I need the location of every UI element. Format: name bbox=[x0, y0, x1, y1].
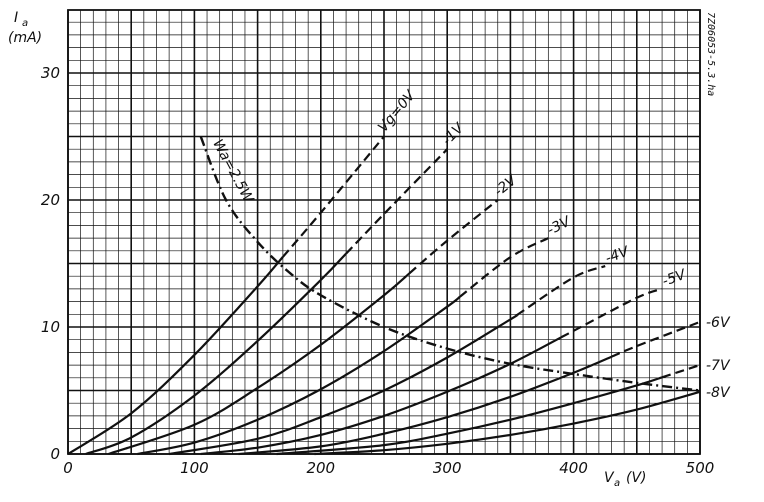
curve-6v-dashed bbox=[611, 320, 701, 358]
curve-label-3v: -3V bbox=[545, 213, 574, 239]
curve-label-5v: -5V bbox=[660, 266, 689, 289]
y-axis-label: I a (mA) bbox=[8, 10, 42, 46]
curve-5v-dashed bbox=[560, 287, 663, 339]
curve-vg0v-dashed bbox=[282, 135, 385, 258]
curve-2v-dashed bbox=[408, 199, 499, 275]
y-tick-label: 0 bbox=[50, 445, 60, 463]
curves bbox=[67, 135, 701, 456]
y-axis-label-symbol: I bbox=[14, 10, 18, 26]
curve-1v-dashed bbox=[345, 148, 448, 255]
curve-3v-dashed bbox=[459, 237, 549, 298]
x-tick-label: 400 bbox=[559, 459, 588, 477]
curve-4v-dashed bbox=[516, 264, 606, 317]
power-curve-line bbox=[199, 136, 701, 392]
curve-7v-solid bbox=[276, 376, 663, 456]
curve-7v-dashed bbox=[661, 364, 701, 379]
y-axis-label-unit: (mA) bbox=[8, 30, 42, 46]
x-tick-label: 300 bbox=[433, 459, 462, 477]
svg-text:a: a bbox=[614, 478, 620, 489]
x-tick-label: 200 bbox=[306, 459, 335, 477]
document-code: 7Z06053-5.3.ha bbox=[705, 12, 716, 96]
curve-label-2v: -2V bbox=[491, 172, 520, 200]
curve-label-6v: -6V bbox=[706, 315, 731, 331]
curve-label-7v: -7V bbox=[706, 358, 731, 374]
x-axis-label-unit: (V) bbox=[626, 470, 647, 486]
x-tick-label: 500 bbox=[686, 459, 715, 477]
y-tick-label: 10 bbox=[41, 318, 60, 336]
curve-3v-solid bbox=[137, 295, 461, 456]
x-tick-label: 100 bbox=[180, 459, 209, 477]
x-axis-label-symbol: V bbox=[604, 470, 615, 486]
curve-1v-solid bbox=[85, 252, 347, 456]
y-tick-label: 30 bbox=[41, 64, 60, 82]
curve-label-4v: -4V bbox=[603, 243, 632, 267]
curve-vg0v-solid bbox=[67, 256, 284, 455]
plot-frame bbox=[67, 9, 701, 455]
curve-2v-solid bbox=[108, 272, 410, 456]
tick-labels: 0 100 200 300 400 500 0 10 20 30 bbox=[41, 64, 714, 477]
y-tick-label: 20 bbox=[41, 191, 60, 209]
power-dissipation-curve bbox=[199, 136, 701, 392]
curve-8v-solid bbox=[314, 390, 701, 456]
grid bbox=[67, 9, 701, 455]
x-tick-label: 0 bbox=[63, 459, 73, 477]
x-axis-label: V a (V) bbox=[604, 470, 647, 489]
svg-text:a: a bbox=[22, 18, 28, 29]
curve-label-8v: -8V bbox=[706, 385, 731, 401]
curve-4v-solid bbox=[168, 313, 519, 456]
curve-6v-solid bbox=[238, 355, 612, 456]
power-curve-label: Wa=2.5W bbox=[209, 137, 257, 207]
